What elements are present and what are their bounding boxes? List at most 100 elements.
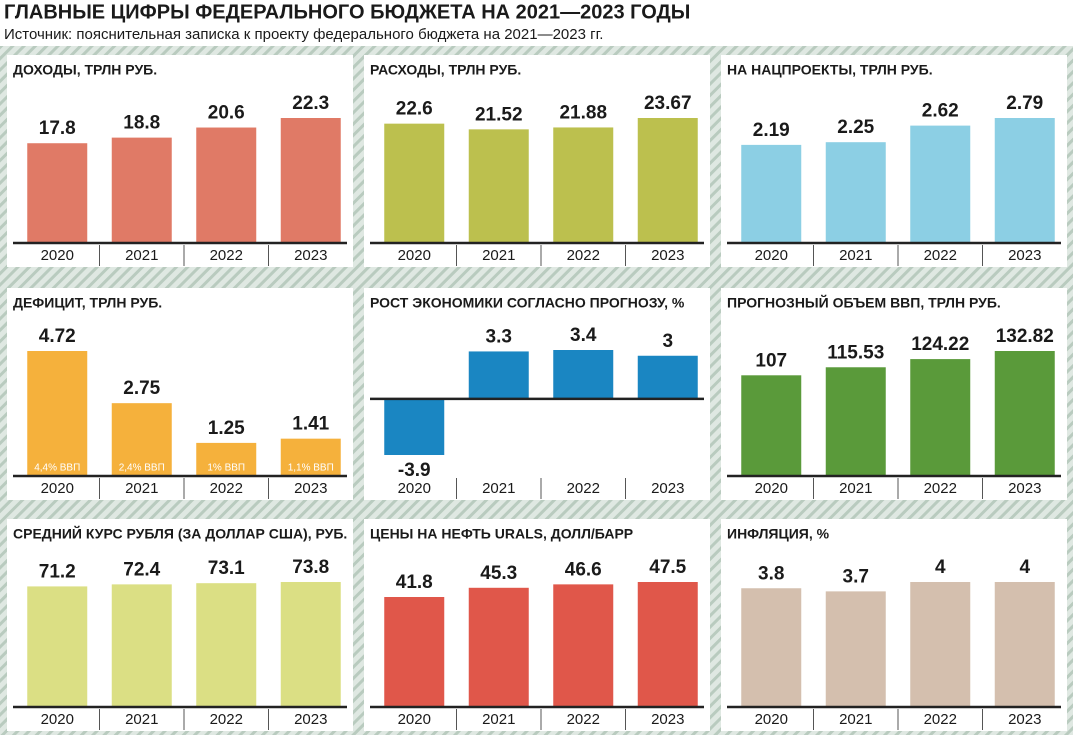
x-tick-label: 2020: [41, 711, 74, 728]
value-label: 21.88: [559, 102, 607, 123]
value-label: 17.8: [39, 118, 76, 139]
x-tick-label: 2020: [398, 480, 431, 497]
bar: [553, 350, 614, 399]
x-tick-label: 2021: [482, 480, 515, 497]
bar-annotation: 1,1% ВВП: [288, 463, 334, 474]
value-label: 3.8: [758, 563, 784, 584]
bar-annotation: 1% ВВП: [207, 463, 245, 474]
bar-annotation: 2,4% ВВП: [119, 463, 165, 474]
value-label: 22.3: [292, 93, 329, 114]
x-tick-label: 2020: [755, 247, 788, 264]
value-label: 1.41: [292, 414, 329, 435]
chart-title: НА НАЦПРОЕКТЫ, ТРЛН РУБ.: [727, 62, 933, 78]
bar: [910, 359, 971, 476]
x-tick-label: 2021: [839, 711, 872, 728]
bar: [468, 129, 529, 243]
x-tick-label: 2020: [755, 480, 788, 497]
value-label: 107: [755, 350, 787, 371]
panel: ИНФЛЯЦИЯ, % 3.8 2020 3.7 2021 4 2022 4 2023: [721, 519, 1067, 731]
header-bg: [0, 0, 1073, 46]
x-tick-label: 2023: [294, 711, 327, 728]
bar: [111, 137, 172, 243]
panel: РОСТ ЭКОНОМИКИ СОГЛАСНО ПРОГНОЗУ, %-3.92…: [364, 288, 710, 500]
bar: [196, 127, 257, 243]
x-tick-label: 2023: [294, 247, 327, 264]
value-label: 3.7: [843, 566, 869, 587]
bar: [27, 351, 88, 476]
x-tick-label: 2023: [294, 480, 327, 497]
bar: [553, 127, 614, 243]
x-tick-label: 2020: [398, 711, 431, 728]
x-tick-label: 2021: [125, 247, 158, 264]
chart-title: СРЕДНИЙ КУРС РУБЛЯ (ЗА ДОЛЛАР США), РУБ.: [13, 525, 347, 542]
value-label: 18.8: [123, 113, 160, 134]
x-tick-label: 2023: [651, 711, 684, 728]
x-tick-label: 2022: [924, 711, 957, 728]
value-label: 71.2: [39, 561, 76, 582]
bar: [384, 597, 445, 707]
x-tick-label: 2022: [924, 247, 957, 264]
bar: [280, 582, 341, 707]
x-tick-label: 2023: [1008, 480, 1041, 497]
x-tick-label: 2022: [567, 247, 600, 264]
panel: РАСХОДЫ, ТРЛН РУБ. 22.6 2020 21.52 2021 21.88…: [364, 55, 710, 267]
bar: [741, 588, 802, 707]
chart-title: ДОХОДЫ, ТРЛН РУБ.: [13, 62, 157, 78]
bar: [994, 118, 1055, 243]
bar: [741, 375, 802, 476]
x-tick-label: 2020: [41, 247, 74, 264]
value-label: 41.8: [396, 572, 433, 593]
value-label: 3.3: [486, 326, 512, 347]
bar: [27, 586, 88, 707]
bar: [280, 438, 341, 476]
x-tick-label: 2023: [1008, 247, 1041, 264]
x-tick-label: 2021: [839, 480, 872, 497]
value-label: 72.4: [123, 559, 160, 580]
x-tick-label: 2022: [210, 247, 243, 264]
subtitle: Источник: пояснительная записка к проект…: [4, 26, 603, 43]
value-label: 4: [1019, 557, 1030, 578]
value-label: 47.5: [649, 557, 686, 578]
value-label: 4.72: [39, 326, 76, 347]
chart-title: ДЕФИЦИТ, ТРЛН РУБ.: [13, 295, 162, 311]
x-tick-label: 2022: [567, 480, 600, 497]
bar: [384, 398, 445, 455]
x-tick-label: 2021: [839, 247, 872, 264]
bar: [468, 351, 529, 399]
x-tick-label: 2022: [210, 480, 243, 497]
value-label: 46.6: [565, 559, 602, 580]
bar: [910, 582, 971, 707]
bar: [994, 351, 1055, 476]
x-tick-label: 2021: [482, 711, 515, 728]
panel: ПРОГНОЗНЫЙ ОБЪЕМ ВВП, ТРЛН РУБ. 107 2020 11…: [721, 288, 1067, 500]
bar: [825, 367, 886, 476]
value-label: 4: [935, 557, 946, 578]
value-label: 1.25: [208, 418, 245, 439]
x-tick-label: 2022: [567, 711, 600, 728]
value-label: 20.6: [208, 103, 245, 124]
x-tick-label: 2020: [41, 480, 74, 497]
panel: НА НАЦПРОЕКТЫ, ТРЛН РУБ. 2.19 2020 2.25 2021…: [721, 55, 1067, 267]
bar: [910, 125, 971, 243]
bar: [27, 143, 88, 243]
chart-title: ПРОГНОЗНЫЙ ОБЪЕМ ВВП, ТРЛН РУБ.: [727, 294, 1001, 311]
value-label: 2.62: [922, 101, 959, 122]
panel: ЦЕНЫ НА НЕФТЬ URALS, ДОЛЛ/БАРР 41.8 2020 45…: [364, 519, 710, 731]
x-tick-label: 2021: [482, 247, 515, 264]
value-label: 2.75: [123, 378, 160, 399]
x-tick-label: 2023: [651, 480, 684, 497]
value-label: 23.67: [644, 93, 692, 114]
bar: [741, 144, 802, 243]
bar: [637, 582, 698, 707]
x-tick-label: 2022: [210, 711, 243, 728]
value-label: 73.1: [208, 558, 245, 579]
value-label: 45.3: [480, 563, 517, 584]
value-label: 3: [662, 331, 673, 352]
chart-title: РАСХОДЫ, ТРЛН РУБ.: [370, 62, 521, 78]
title: ГЛАВНЫЕ ЦИФРЫ ФЕДЕРАЛЬНОГО БЮДЖЕТА НА 20…: [4, 1, 690, 23]
panel: ДОХОДЫ, ТРЛН РУБ. 17.8 2020 18.8 2021 20.6 202…: [7, 55, 353, 267]
bar: [994, 582, 1055, 707]
bar: [196, 583, 257, 707]
